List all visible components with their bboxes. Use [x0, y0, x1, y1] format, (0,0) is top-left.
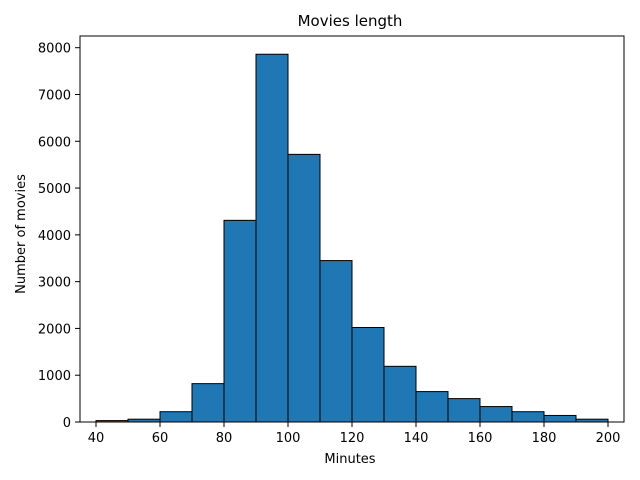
- histogram-bar: [287, 153, 321, 423]
- y-tick-label: 1000: [38, 369, 71, 384]
- y-tick-label: 2000: [38, 322, 71, 337]
- x-tick-label: 80: [216, 431, 233, 446]
- bars-group: [95, 53, 609, 423]
- x-tick-label: 160: [468, 431, 493, 446]
- y-tick-label: 6000: [38, 135, 71, 150]
- x-tick-label: 100: [276, 431, 301, 446]
- x-tick-label: 140: [404, 431, 429, 446]
- histogram-bar: [159, 411, 193, 423]
- histogram-bar: [223, 219, 257, 423]
- x-tick-label: 40: [88, 431, 105, 446]
- x-axis-label: Minutes: [324, 452, 375, 467]
- histogram-bar: [447, 398, 481, 423]
- y-tick-label: 8000: [38, 42, 71, 57]
- histogram-bar: [383, 365, 417, 423]
- histogram-bar: [351, 326, 385, 423]
- x-tick-label: 120: [340, 431, 365, 446]
- histogram-bar: [415, 391, 449, 423]
- y-tick-label: 7000: [38, 88, 71, 103]
- histogram-bar: [511, 411, 545, 423]
- histogram-bar: [191, 383, 225, 423]
- y-tick-label: 3000: [38, 276, 71, 291]
- histogram-bar: [319, 260, 353, 423]
- y-tick-label: 0: [63, 416, 71, 431]
- x-tick-label: 180: [532, 431, 557, 446]
- x-tick-label: 200: [596, 431, 621, 446]
- chart-title: Movies length: [298, 12, 403, 30]
- y-tick-label: 5000: [38, 182, 71, 197]
- x-tick-label: 60: [152, 431, 169, 446]
- y-tick-label: 4000: [38, 229, 71, 244]
- axes-group: 40 60 80 100 120 140 160 180 2000100020003000400…: [38, 35, 625, 446]
- histogram-bar: [479, 406, 513, 423]
- histogram-bar: [255, 53, 289, 423]
- y-axis-label: Number of movies: [14, 174, 29, 294]
- histogram-bar: [543, 414, 577, 423]
